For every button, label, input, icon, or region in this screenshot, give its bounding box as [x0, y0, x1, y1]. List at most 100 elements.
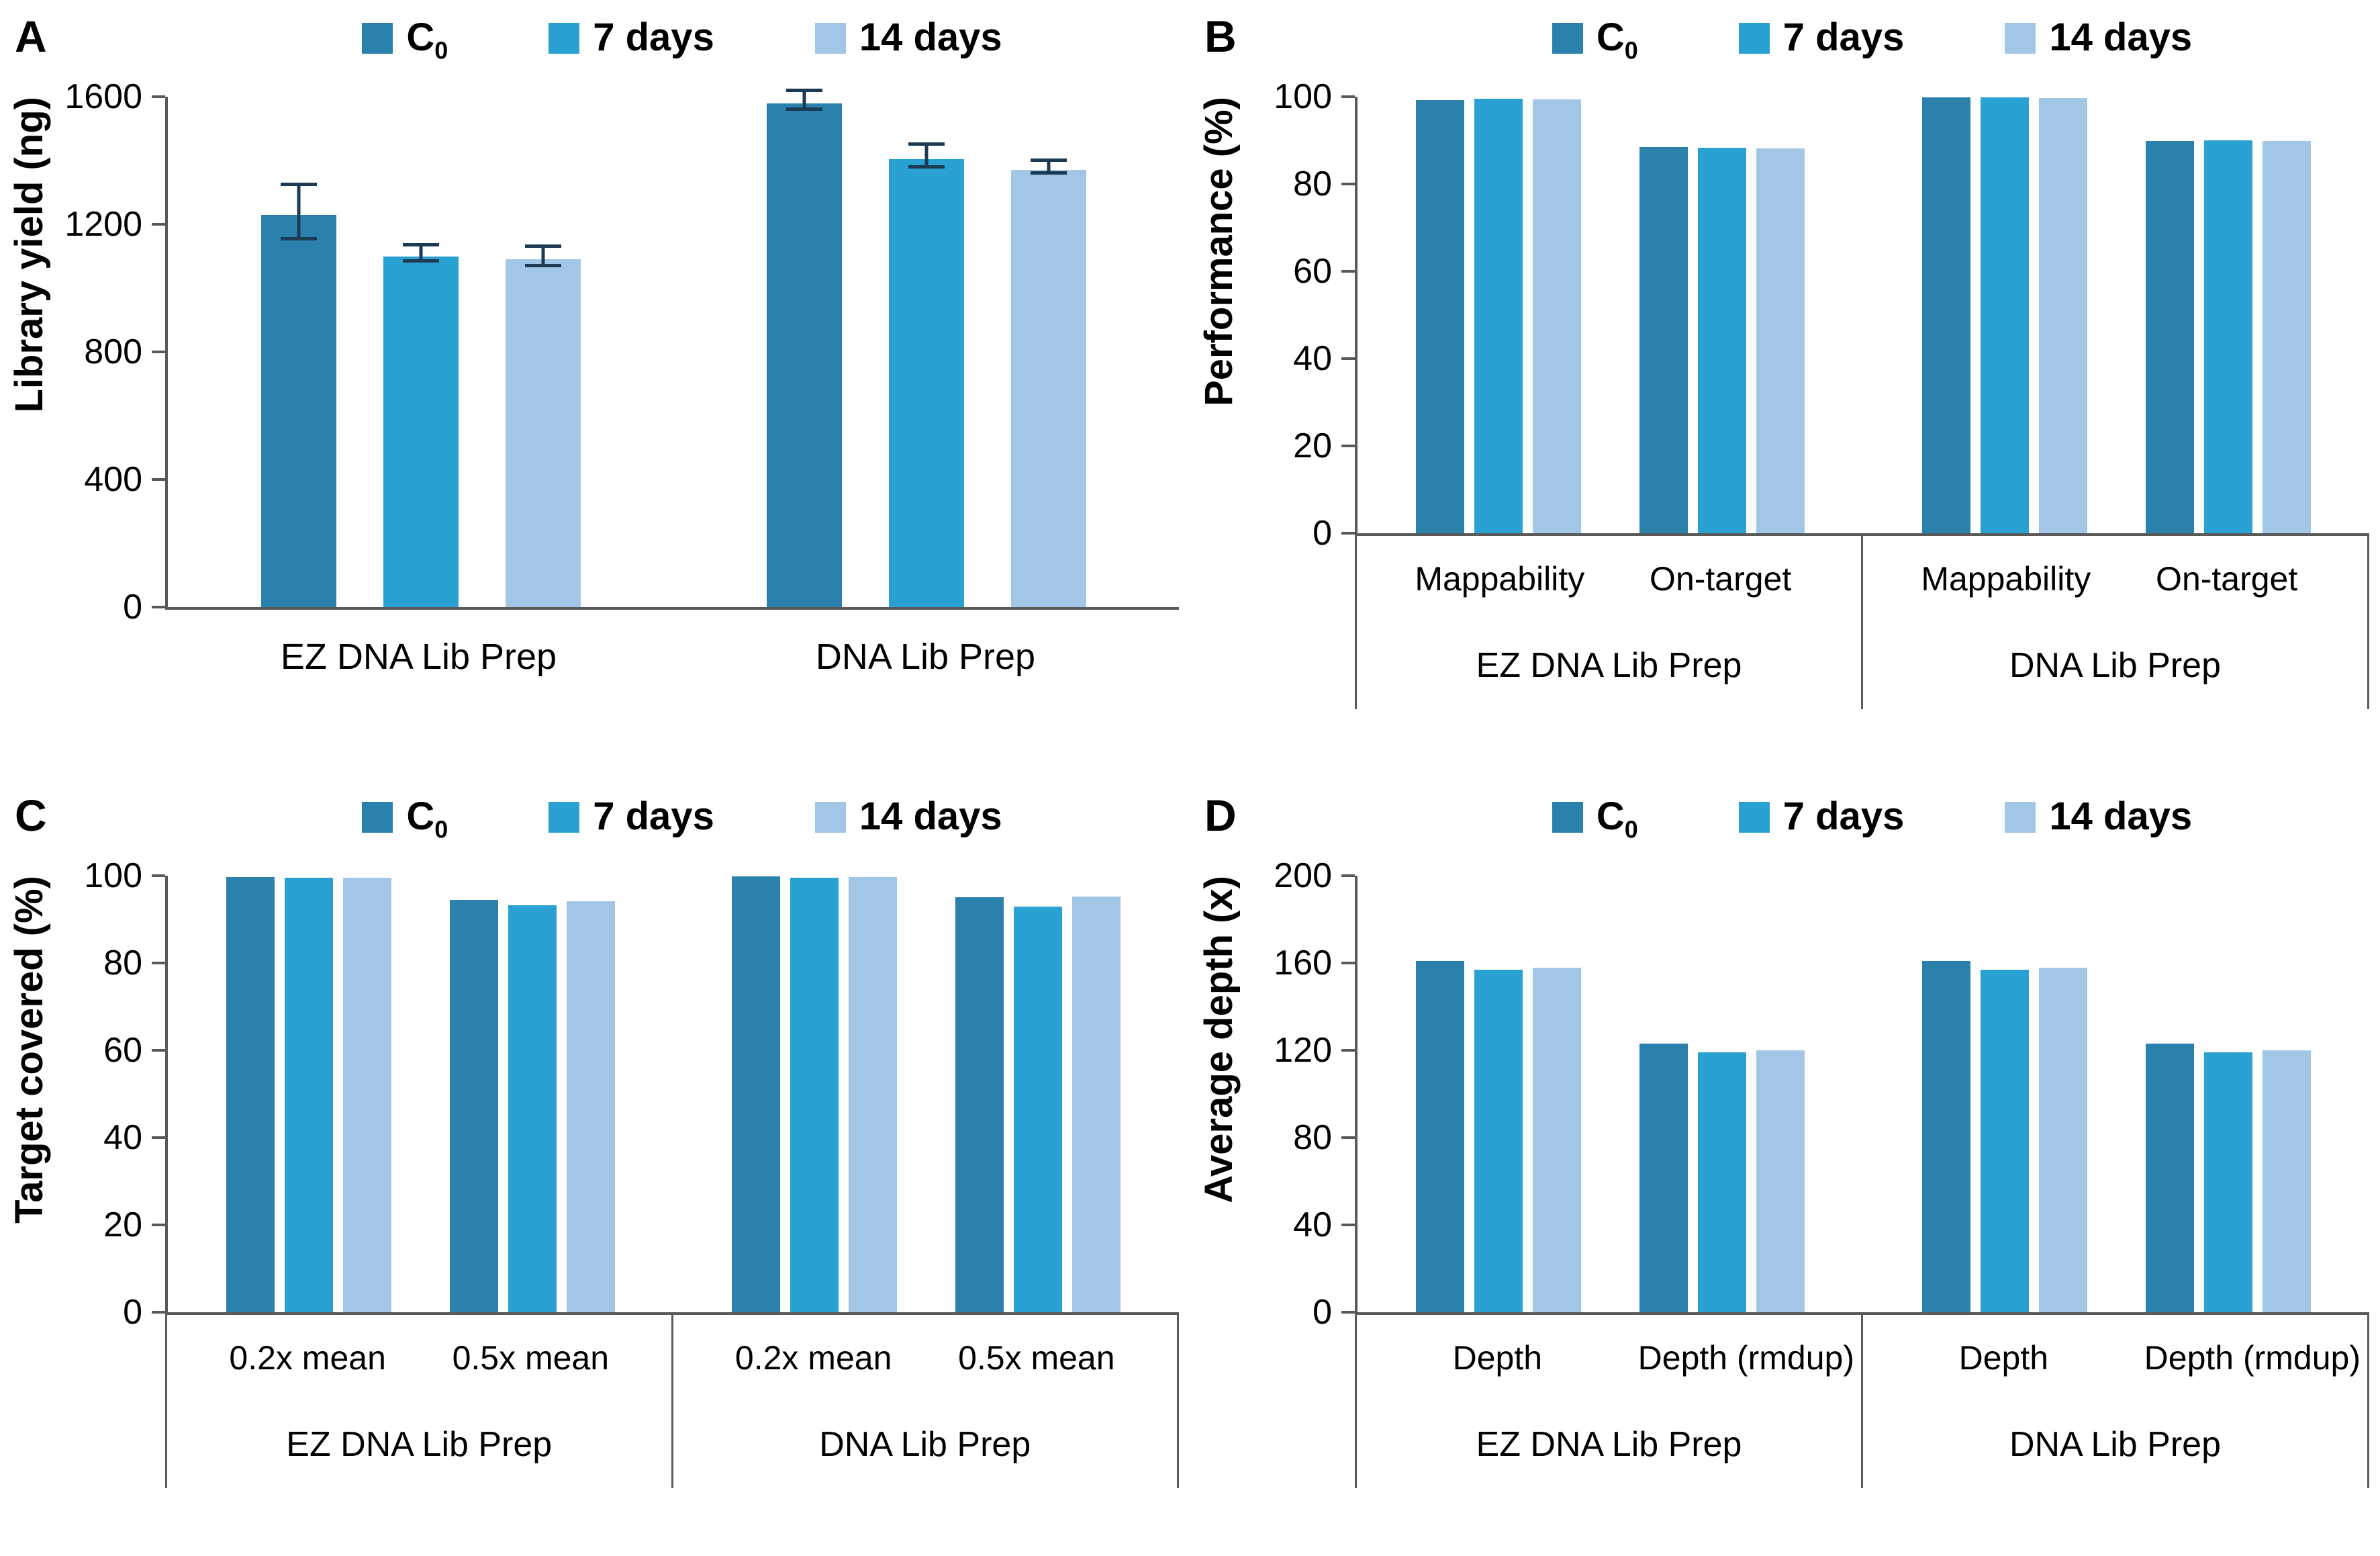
bar-cluster: [955, 876, 1121, 1312]
legend: C0 7 days 14 days: [175, 786, 1190, 876]
plot-area: [165, 88, 1179, 610]
bar-cluster: [226, 876, 391, 1312]
category-label: 0.5x mean: [452, 1339, 610, 1377]
bar-with-error: [505, 97, 581, 607]
bar-cluster: [1416, 876, 1582, 1312]
y-axis-title: Library yield (ng): [7, 97, 51, 413]
legend: C0 7 days 14 days: [175, 7, 1190, 97]
bar-group: [1864, 97, 2370, 533]
category-label-row: Depth Depth (rmdup): [1863, 1315, 2367, 1401]
y-tick-mark: [152, 1311, 165, 1314]
legend: C0 7 days 14 days: [1364, 7, 2380, 97]
legend-swatch-7days: [1738, 23, 1770, 54]
legend-swatch-7days: [549, 23, 580, 54]
category-label-row: Depth Depth (rmdup): [1357, 1315, 1861, 1401]
plot-area: [1355, 876, 2369, 1315]
bar-7days: [790, 878, 839, 1312]
legend-swatch-c0: [1552, 802, 1583, 833]
x-axis-labels: 0.2x mean 0.5x mean EZ DNA Lib Prep 0.2x me…: [165, 1315, 1179, 1488]
bar-c0: [1416, 99, 1465, 533]
bar-14days: [1533, 99, 1582, 533]
bar-7days: [1980, 97, 2029, 533]
panel-a-letter: A: [15, 11, 47, 61]
y-tick-label: 60: [1293, 252, 1332, 291]
y-tick-mark: [152, 1224, 165, 1226]
bar-14days: [343, 877, 391, 1312]
bar-7days: [1474, 99, 1523, 533]
y-tick-mark: [1341, 1136, 1355, 1139]
y-tick-mark: [1341, 95, 1355, 98]
bar-group: [168, 876, 673, 1312]
legend-label: 14 days: [2049, 794, 2193, 838]
plot-area: [165, 876, 1179, 1315]
x-axis-group: Depth Depth (rmdup) EZ DNA Lib Prep: [1357, 1315, 1863, 1488]
x-axis-group: 0.2x mean 0.5x mean DNA Lib Prep: [673, 1315, 1179, 1488]
bar-cluster: [766, 88, 1086, 607]
y-tick-label: 100: [84, 856, 142, 895]
bar-7days: [1014, 907, 1062, 1312]
y-axis-title: Target covered (%): [7, 876, 51, 1224]
panel-c: C C0 7 days 14 days Target covered (%) 0 20…: [0, 779, 1190, 1556]
y-axis: 0 20 40 60 80 100: [64, 858, 165, 1330]
bar-c0: [955, 897, 1004, 1312]
bar-14days: [849, 876, 897, 1312]
legend-item-c0: C0: [1552, 16, 1638, 64]
bar-7days: [1698, 148, 1747, 533]
y-tick-mark: [1341, 1224, 1355, 1226]
legend-label: 7 days: [593, 15, 714, 59]
legend-label: 7 days: [1782, 15, 1905, 59]
bar-c0: [1639, 147, 1688, 533]
bar-14days: [2038, 967, 2087, 1312]
bar-14days: [505, 259, 581, 607]
y-tick-label: 800: [84, 332, 142, 371]
y-axis-title: Performance (%): [1197, 97, 1241, 406]
bar-7days: [383, 256, 459, 607]
bar-cluster: [1921, 876, 2087, 1312]
category-label: 0.2x mean: [734, 1339, 892, 1377]
y-tick-mark: [152, 478, 165, 481]
y-tick-label: 80: [1293, 1118, 1332, 1157]
group-label: DNA Lib Prep: [2009, 646, 2222, 685]
group-label: EZ DNA Lib Prep: [286, 1425, 553, 1464]
y-tick-mark: [1341, 270, 1355, 273]
bar-with-error: [1010, 97, 1086, 607]
panel-d: D C0 7 days 14 days Average depth (x) 0 40 8…: [1190, 779, 2380, 1556]
legend-item-c0: C0: [362, 16, 448, 64]
bar-with-error: [888, 97, 964, 607]
bar-group: [673, 88, 1179, 607]
y-tick-label: 0: [123, 588, 142, 627]
error-bar: [1030, 158, 1067, 175]
legend-swatch-14days: [2005, 23, 2036, 54]
y-axis: 0 400 800 1200 1600: [64, 79, 165, 625]
y-tick-mark: [1341, 962, 1355, 964]
y-tick-mark: [152, 95, 165, 98]
category-label: Depth: [1452, 1339, 1543, 1377]
legend-item-14days: 14 days: [814, 16, 1002, 59]
x-axis-labels: Mappability On-target EZ DNA Lib Prep Mappa…: [1355, 536, 2369, 709]
y-tick-mark: [152, 962, 165, 964]
bar-cluster: [1639, 97, 1805, 533]
y-axis-title: Average depth (x): [1197, 876, 1241, 1203]
legend-swatch-14days: [814, 802, 846, 833]
bar-cluster: [2145, 97, 2311, 533]
legend-label: 14 days: [2049, 15, 2193, 59]
legend: C0 7 days 14 days: [1364, 786, 2380, 876]
group-label: DNA Lib Prep: [2009, 1425, 2222, 1464]
y-tick-label: 160: [1274, 944, 1332, 982]
category-label-row: Mappability On-target: [1863, 536, 2367, 622]
x-axis-group: 0.2x mean 0.5x mean EZ DNA Lib Prep: [167, 1315, 673, 1488]
bar-c0: [1921, 960, 1970, 1312]
bar-group: [1358, 876, 1864, 1312]
bar-group: [673, 876, 1179, 1312]
panel-d-letter: D: [1204, 790, 1237, 840]
bar-c0: [2145, 140, 2194, 533]
bar-group: [168, 97, 673, 607]
legend-item-7days: 7 days: [1738, 15, 1905, 59]
y-tick-label: 40: [1293, 1205, 1332, 1244]
legend-label: C0: [406, 794, 448, 843]
y-tick-mark: [1341, 183, 1355, 185]
panel-a: A C0 7 days 14 days Library yield (ng) 0 40…: [0, 0, 1190, 779]
y-tick-label: 80: [1293, 165, 1332, 203]
category-label-row: Mappability On-target: [1357, 536, 1861, 622]
bar-14days: [1010, 170, 1086, 607]
